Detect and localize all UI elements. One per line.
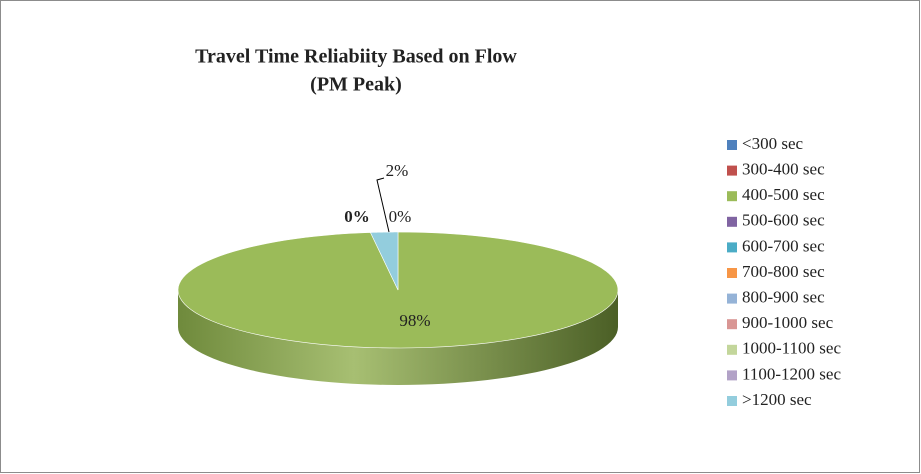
data-label: 0% bbox=[389, 207, 412, 226]
pie-side bbox=[178, 290, 618, 385]
leader-line bbox=[376, 177, 390, 233]
legend-swatch bbox=[727, 216, 737, 227]
legend-label: 600-700 sec bbox=[742, 236, 825, 255]
legend-label: <300 sec bbox=[742, 134, 803, 153]
legend-swatch bbox=[727, 396, 737, 406]
legend-swatch bbox=[727, 293, 737, 304]
data-label: 2% bbox=[386, 161, 409, 180]
chart-title: (PM Peak) bbox=[310, 74, 402, 96]
legend-label: 1000-1100 sec bbox=[742, 339, 841, 358]
legend-swatch bbox=[727, 191, 737, 202]
legend-swatch bbox=[727, 242, 737, 253]
chart-title: Travel Time Reliabiity Based on Flow bbox=[195, 46, 517, 68]
legend-label: 900-1000 sec bbox=[742, 313, 834, 332]
legend-label: 1100-1200 sec bbox=[742, 364, 841, 383]
legend-swatch bbox=[727, 344, 737, 355]
legend-label: 300-400 sec bbox=[742, 160, 825, 179]
legend-swatch bbox=[727, 140, 737, 150]
legend-swatch bbox=[727, 165, 737, 176]
legend-label: 700-800 sec bbox=[742, 262, 825, 281]
pie-slice bbox=[369, 231, 399, 291]
legend-swatch bbox=[727, 319, 737, 330]
legend-label: 400-500 sec bbox=[742, 185, 825, 204]
data-label: 98% bbox=[399, 311, 430, 330]
legend-swatch bbox=[727, 370, 737, 381]
legend-label: >1200 sec bbox=[742, 390, 812, 409]
legend-swatch bbox=[727, 268, 737, 278]
data-label: 0% bbox=[344, 207, 370, 226]
legend-label: 800-900 sec bbox=[742, 288, 825, 307]
legend-label: 500-600 sec bbox=[742, 211, 825, 230]
